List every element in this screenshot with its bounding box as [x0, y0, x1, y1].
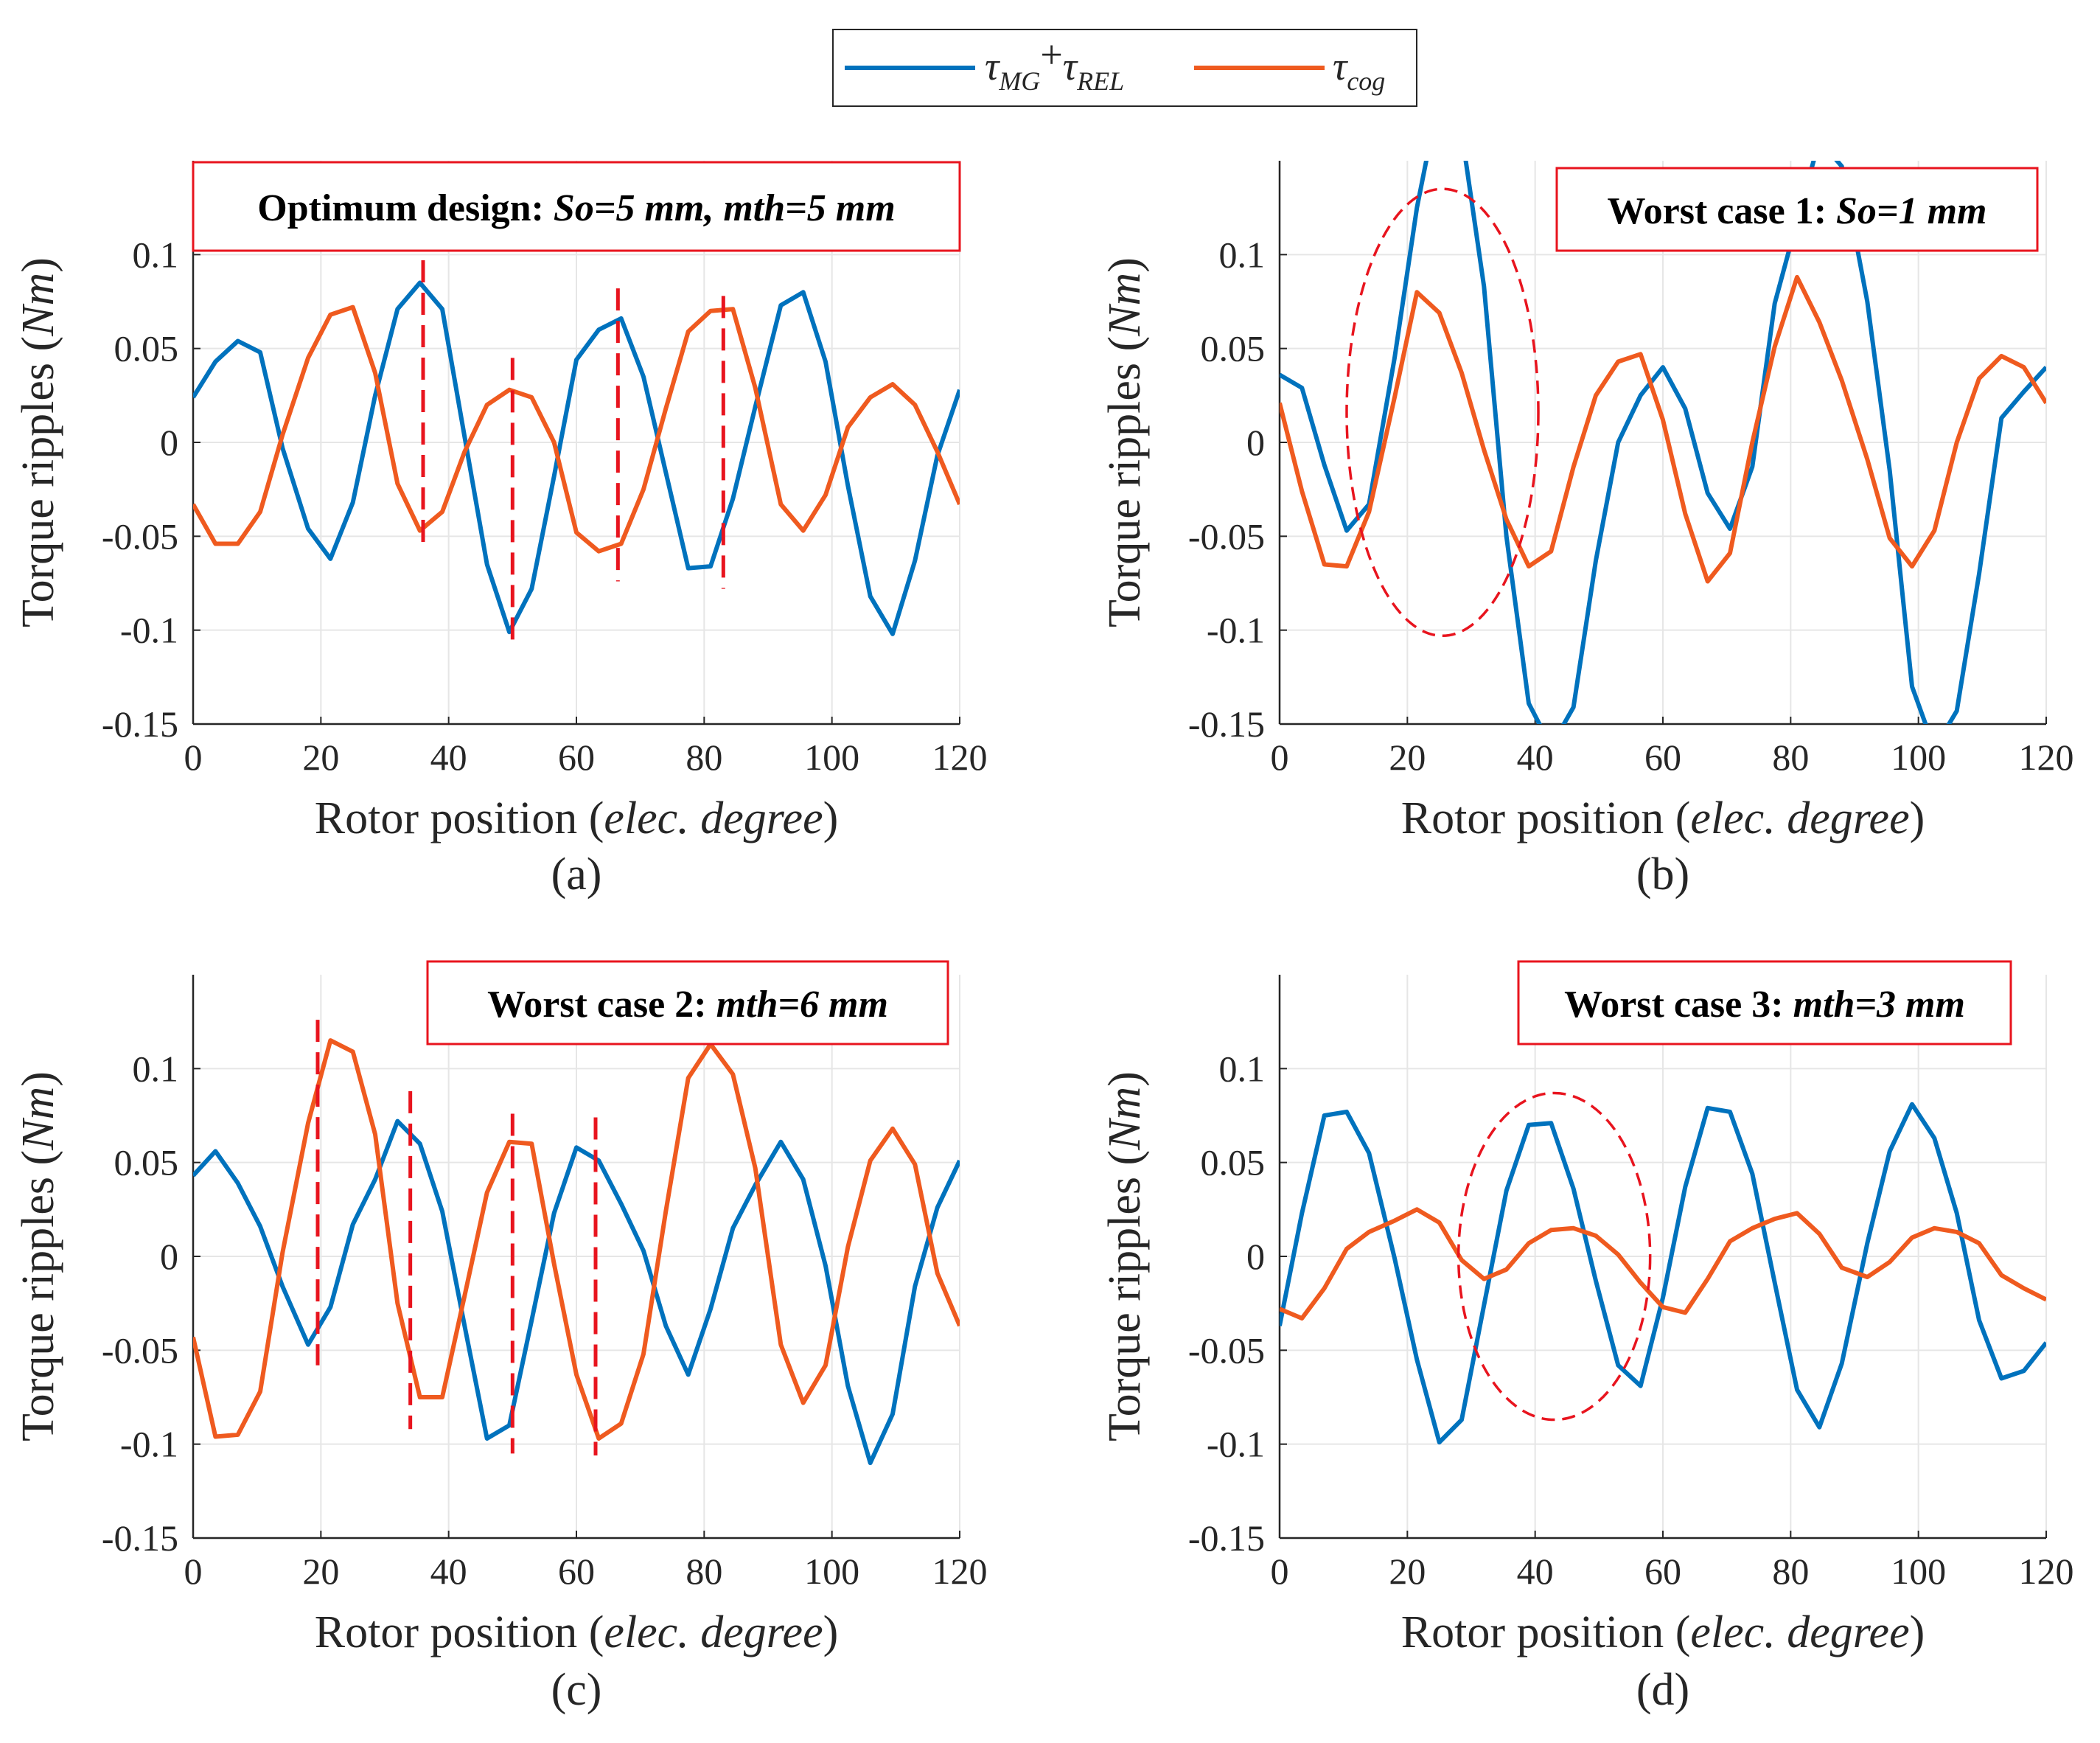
legend-label-orange: τcog	[1333, 44, 1385, 96]
x-tick-label: 100	[1891, 1551, 1946, 1592]
series-line-cog	[1280, 1207, 2046, 1321]
y-axis-label: Torque ripples (Nm)	[13, 257, 63, 627]
legend-label-blue: τMG+τREL	[985, 32, 1124, 96]
x-tick-label: 60	[558, 1551, 595, 1592]
x-tick-label: 0	[1271, 1551, 1289, 1592]
panel-label: (b)	[1636, 849, 1689, 900]
panel-label: (c)	[551, 1665, 602, 1715]
title-box	[192, 161, 961, 252]
y-tick-label: -0.1	[1207, 610, 1265, 651]
x-tick-label: 120	[2019, 1551, 2074, 1592]
x-tick-label: 60	[558, 737, 595, 778]
y-tick-label: 0.1	[133, 1048, 179, 1089]
y-tick-label: -0.1	[1207, 1424, 1265, 1465]
y-tick-label: 0	[1246, 1236, 1265, 1277]
legend: τMG+τREL τcog	[832, 29, 1417, 107]
x-tick-label: 120	[2019, 737, 2074, 778]
y-tick-label: -0.15	[1188, 1517, 1265, 1559]
y-axis-label: Torque ripples (Nm)	[13, 1071, 63, 1441]
x-tick-label: 40	[1517, 737, 1554, 778]
title-box	[1555, 167, 2039, 252]
x-tick-label: 80	[686, 737, 722, 778]
y-tick-label: 0.1	[1219, 1048, 1266, 1089]
series-line-cog	[193, 1038, 960, 1441]
series-group	[1280, 1102, 2046, 1445]
series-line-mg-rel	[1280, 161, 2046, 724]
y-axis-label: Torque ripples (Nm)	[1100, 257, 1150, 627]
x-tick-label: 0	[184, 1551, 203, 1592]
title-box	[1517, 960, 2012, 1046]
x-tick-label: 60	[1644, 737, 1681, 778]
y-axis-label: Torque ripples (Nm)	[1100, 1071, 1150, 1441]
y-tick-label: 0.05	[1201, 328, 1266, 369]
y-tick-label: 0.05	[114, 1142, 179, 1183]
series-group	[193, 1038, 960, 1466]
x-tick-label: 0	[1271, 737, 1289, 778]
x-axis-label: Rotor position (elec. degree)	[315, 793, 839, 843]
x-tick-label: 80	[686, 1551, 722, 1592]
y-tick-label: 0	[160, 1236, 178, 1277]
chart-title: Worst case 1: So=1 mm	[1608, 190, 1987, 232]
y-tick-label: -0.05	[102, 515, 178, 557]
y-tick-label: -0.15	[1188, 703, 1265, 745]
annotation-ellipse	[1345, 187, 1540, 638]
x-tick-label: 40	[1517, 1551, 1554, 1592]
y-tick-label: -0.1	[120, 1424, 178, 1465]
title-box	[426, 960, 949, 1046]
panel-label: (a)	[551, 849, 602, 900]
y-tick-label: -0.05	[1188, 515, 1265, 557]
x-tick-label: 80	[1772, 737, 1809, 778]
series-line-cog	[1280, 274, 2046, 584]
chart-title: Worst case 2: mth=6 mm	[487, 984, 888, 1026]
y-tick-label: 0.1	[1219, 234, 1266, 275]
x-tick-label: 20	[302, 1551, 339, 1592]
chart-panel-c: 0 20 40 60 80 100 120 -0.15 -0.1 -0.05 0 0.05 0.1 Rot…	[13, 960, 988, 1715]
x-tick-label: 100	[804, 1551, 859, 1592]
x-tick-label: 20	[1389, 1551, 1426, 1592]
chart-title: Optimum design: So=5 mm, mth=5 mm	[257, 187, 895, 229]
y-tick-label: -0.05	[102, 1329, 178, 1371]
series-group	[1280, 161, 2046, 724]
x-axis-label: Rotor position (elec. degree)	[315, 1607, 839, 1657]
x-tick-label: 120	[932, 1551, 988, 1592]
y-tick-label: 0.05	[114, 328, 179, 369]
series-group	[193, 280, 960, 636]
y-tick-label: -0.15	[102, 1517, 178, 1559]
x-tick-label: 40	[430, 737, 467, 778]
x-tick-label: 40	[430, 1551, 467, 1592]
series-line-mg-rel	[1280, 1102, 2046, 1445]
annotation-ellipse	[1457, 1091, 1652, 1422]
x-tick-label: 0	[184, 737, 203, 778]
chart-panel-a: 0 20 40 60 80 100 120 -0.15 -0.1 -0.05 0 0.05 0.1 Rot…	[13, 161, 988, 900]
x-axis-label: Rotor position (elec. degree)	[1401, 793, 1925, 843]
x-tick-label: 100	[804, 737, 859, 778]
y-tick-label: 0	[1246, 422, 1265, 463]
chart-panel-b: 0 20 40 60 80 100 120 -0.15 -0.1 -0.05 0 0.05 0.1 Rot…	[1100, 161, 2074, 900]
series-line-mg-rel	[193, 280, 960, 636]
y-tick-label: -0.05	[1188, 1329, 1265, 1371]
panel-label: (d)	[1636, 1665, 1689, 1715]
y-tick-label: -0.15	[102, 703, 178, 745]
x-axis-label: Rotor position (elec. degree)	[1401, 1607, 1925, 1657]
series-line-cog	[193, 305, 960, 554]
x-tick-label: 100	[1891, 737, 1946, 778]
y-tick-label: 0.05	[1201, 1142, 1266, 1183]
y-tick-label: -0.1	[120, 610, 178, 651]
y-tick-label: 0.1	[133, 234, 179, 275]
x-tick-label: 20	[302, 737, 339, 778]
x-tick-label: 120	[932, 737, 988, 778]
x-tick-label: 20	[1389, 737, 1426, 778]
chart-title: Worst case 3: mth=3 mm	[1564, 984, 1965, 1026]
y-tick-label: 0	[160, 422, 178, 463]
chart-panel-d: 0 20 40 60 80 100 120 -0.15 -0.1 -0.05 0 0.05 0.1 Rot…	[1100, 960, 2074, 1715]
series-line-mg-rel	[193, 1118, 960, 1466]
x-tick-label: 60	[1644, 1551, 1681, 1592]
x-tick-label: 80	[1772, 1551, 1809, 1592]
